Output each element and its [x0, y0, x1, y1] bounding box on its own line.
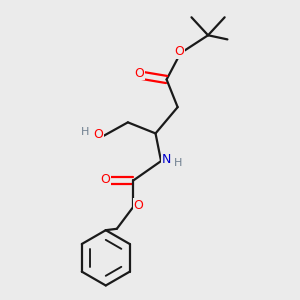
Text: O: O [174, 45, 184, 58]
Text: O: O [100, 172, 110, 185]
Text: O: O [134, 199, 143, 212]
Text: H: H [173, 158, 182, 168]
Text: O: O [93, 128, 103, 141]
Text: H: H [81, 127, 89, 137]
Text: O: O [134, 67, 144, 80]
Text: N: N [161, 153, 171, 166]
